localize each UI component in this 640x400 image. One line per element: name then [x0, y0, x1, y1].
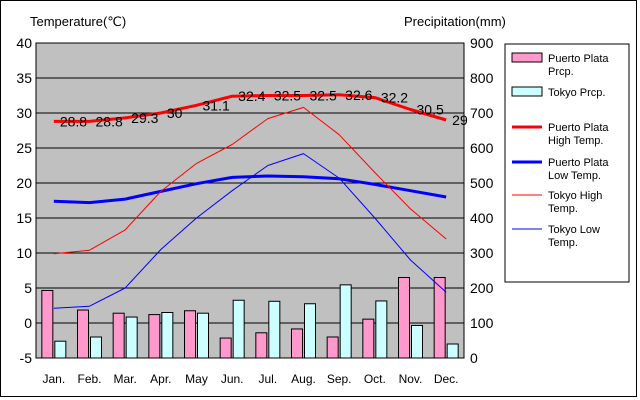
- data-label: 31.1: [203, 97, 230, 113]
- month-label: Nov.: [399, 372, 423, 386]
- line-tokyo-low: [53, 153, 447, 309]
- bar-tokyo-prcp: [304, 303, 316, 359]
- line-puerto-plata-high: [53, 93, 447, 123]
- legend-label: Tokyo Low: [548, 224, 600, 236]
- line-tokyo-high: [53, 106, 447, 255]
- left-tick-label: 10: [16, 245, 32, 261]
- legend-swatch: [511, 52, 543, 63]
- right-tick-label: 700: [470, 105, 494, 121]
- data-label: 32.5: [274, 88, 301, 104]
- legend-label: Puerto Plata: [548, 53, 609, 65]
- right-axis-title: Precipitation(mm): [404, 14, 506, 29]
- plot-area: -505101520253035400100200300400500600700…: [16, 35, 493, 386]
- right-tick-label: 800: [470, 70, 494, 86]
- bar-puerto-plata-prcp: [398, 277, 410, 359]
- data-label: 28.8: [60, 113, 87, 129]
- bar-tokyo-prcp: [90, 336, 102, 359]
- data-label: 29.3: [131, 110, 158, 126]
- bar-tokyo-prcp: [161, 312, 174, 359]
- data-label: 30.5: [417, 102, 444, 118]
- left-tick-label: 35: [16, 70, 32, 86]
- bar-puerto-plata-prcp: [112, 312, 125, 359]
- legend-label: Temp.: [548, 203, 578, 215]
- bar-tokyo-prcp: [54, 340, 67, 359]
- bar-puerto-plata-prcp: [184, 310, 196, 359]
- right-tick-label: 400: [470, 210, 494, 226]
- legend-swatch: [511, 86, 543, 97]
- data-label: 30: [167, 105, 183, 121]
- bar-puerto-plata-prcp: [362, 318, 375, 359]
- right-tick-label: 900: [470, 35, 494, 51]
- month-label: Aug.: [291, 372, 316, 386]
- data-label: 32.5: [310, 88, 337, 104]
- month-label: Oct.: [364, 372, 386, 386]
- bar-puerto-plata-prcp: [291, 328, 303, 359]
- legend-label: Temp.: [548, 237, 578, 249]
- bar-tokyo-prcp: [411, 324, 423, 359]
- left-axis-title: Temperature(℃): [30, 14, 126, 29]
- bar-puerto-plata-prcp: [326, 336, 339, 359]
- legend-label: Prcp.: [548, 66, 574, 78]
- data-label: 32.6: [345, 87, 372, 103]
- data-label: 32.4: [238, 88, 265, 104]
- left-tick-label: 30: [16, 105, 32, 121]
- left-tick-label: 20: [16, 175, 32, 191]
- right-tick-label: 600: [470, 140, 494, 156]
- bar-puerto-plata-prcp: [77, 309, 89, 359]
- legend-label: Low Temp.: [548, 170, 601, 182]
- left-tick-label: -5: [20, 350, 33, 366]
- month-label: Jun.: [221, 372, 244, 386]
- bar-tokyo-prcp: [446, 343, 459, 359]
- bar-puerto-plata-prcp: [148, 314, 161, 359]
- right-tick-label: 100: [470, 315, 494, 331]
- bar-puerto-plata-prcp: [219, 337, 232, 359]
- month-label: Jan.: [42, 372, 65, 386]
- month-label: Dec.: [434, 372, 459, 386]
- data-label: 28.8: [96, 113, 123, 129]
- legend-label: Puerto Plata: [548, 157, 609, 169]
- bar-puerto-plata-prcp: [255, 332, 268, 359]
- left-tick-label: 5: [24, 280, 32, 296]
- bar-puerto-plata-prcp: [41, 289, 54, 359]
- right-tick-label: 0: [470, 350, 478, 366]
- right-tick-label: 500: [470, 175, 494, 191]
- right-tick-label: 200: [470, 280, 494, 296]
- bar-tokyo-prcp: [268, 300, 281, 359]
- left-tick-label: 40: [16, 35, 32, 51]
- month-label: May: [185, 372, 208, 386]
- month-label: Apr.: [150, 372, 171, 386]
- left-tick-label: 25: [16, 140, 32, 156]
- bar-tokyo-prcp: [339, 284, 352, 359]
- bar-tokyo-prcp: [125, 316, 138, 359]
- month-label: Mar.: [113, 372, 136, 386]
- bar-puerto-plata-prcp: [433, 277, 446, 359]
- line-puerto-plata-low: [53, 174, 447, 205]
- legend-label: Puerto Plata: [548, 122, 609, 134]
- data-label: 32.2: [381, 90, 408, 106]
- bar-tokyo-prcp: [197, 312, 209, 359]
- left-tick-label: 15: [16, 210, 32, 226]
- left-tick-label: 0: [24, 315, 32, 331]
- right-tick-label: 300: [470, 245, 494, 261]
- bar-tokyo-prcp: [232, 299, 245, 359]
- legend-label: High Temp.: [548, 135, 603, 147]
- legend-label: Tokyo High: [548, 190, 602, 202]
- month-label: Feb.: [77, 372, 101, 386]
- month-label: Sep.: [327, 372, 352, 386]
- data-label: 29: [452, 112, 468, 128]
- bar-tokyo-prcp: [375, 300, 388, 359]
- month-label: Jul.: [258, 372, 277, 386]
- legend-label: Tokyo Prcp.: [548, 87, 605, 99]
